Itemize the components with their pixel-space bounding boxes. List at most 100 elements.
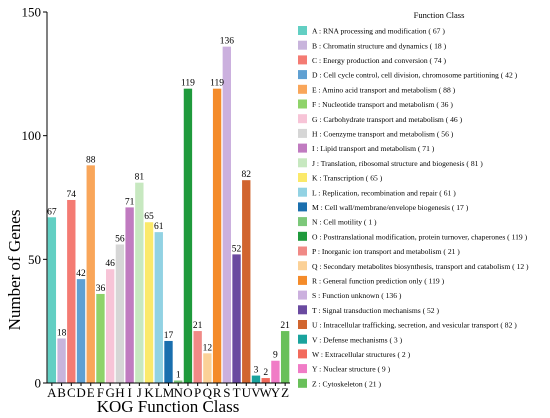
value-label-Q: 12: [203, 343, 213, 353]
x-tick-label-M: M: [163, 385, 175, 400]
y-tick-label: 0: [35, 376, 42, 391]
value-label-C: 74: [67, 190, 77, 200]
value-label-N: 1: [176, 371, 181, 381]
legend-swatch-F: [298, 99, 307, 109]
x-tick-label-C: C: [67, 385, 76, 400]
legend-label-U: U : Intracellular trafficking, secretion…: [312, 321, 517, 330]
bar-W: [261, 378, 270, 383]
x-tick-label-R: R: [213, 385, 222, 400]
legend-label-L: L : Replication, recombination and repai…: [312, 188, 456, 197]
value-label-J: 81: [135, 173, 145, 183]
bar-Q: [203, 353, 212, 383]
legend-swatch-G: [298, 114, 307, 124]
legend-label-F: F : Nucleotide transport and metabolism …: [312, 100, 453, 109]
y-tick-label: 100: [22, 128, 42, 143]
legend-label-C: C : Energy production and conversion ( 7…: [312, 56, 446, 65]
bar-O: [183, 88, 193, 383]
bar-F: [96, 293, 105, 383]
legend-label-Z: Z : Cytoskeleton ( 21 ): [312, 379, 381, 388]
x-tick-label-P: P: [194, 385, 201, 400]
legend-swatch-V: [298, 334, 307, 344]
bar-D: [76, 279, 86, 383]
x-tick-label-O: O: [183, 385, 192, 400]
legend-label-B: B : Chromatin structure and dynamics ( 1…: [312, 41, 447, 50]
legend-swatch-H: [298, 128, 307, 138]
value-label-A: 67: [47, 207, 57, 217]
bar-S: [222, 46, 231, 383]
bar-K: [144, 222, 154, 383]
value-label-G: 46: [105, 259, 115, 269]
value-label-U: 82: [242, 170, 252, 180]
bar-V: [251, 375, 261, 383]
bar-I: [125, 207, 134, 383]
x-tick-label-V: V: [251, 385, 261, 400]
legend-swatch-A: [298, 26, 307, 35]
legend-label-J: J : Translation, ribosomal structure and…: [312, 159, 483, 168]
bar-J: [135, 182, 144, 383]
legend: A : RNA processing and modification ( 67…: [298, 26, 529, 388]
legend-swatch-P: [298, 246, 307, 256]
legend-swatch-D: [298, 70, 307, 80]
legend-label-S: S : Function unknown ( 136 ): [312, 291, 402, 300]
bar-N: [174, 380, 183, 383]
bar-Z: [280, 331, 290, 383]
value-label-Z: 21: [280, 321, 290, 331]
legend-swatch-R: [298, 275, 307, 285]
x-tick-label-I: I: [127, 385, 131, 400]
bar-Y: [271, 360, 280, 383]
x-tick-label-D: D: [76, 385, 85, 400]
bar-E: [86, 165, 95, 383]
bars-group: [47, 46, 290, 383]
legend-swatch-C: [298, 55, 307, 65]
value-label-D: 42: [76, 269, 86, 279]
bar-R: [212, 88, 222, 383]
value-label-T: 52: [232, 244, 242, 254]
value-label-K: 65: [144, 212, 154, 222]
legend-label-K: K : Transcription ( 65 ): [312, 174, 383, 183]
value-label-H: 56: [115, 234, 125, 244]
x-axis: A B C D E F G H I J K L M N O P Q R S T U VWY Z: [47, 382, 290, 400]
legend-swatch-U: [298, 320, 307, 329]
legend-swatch-I: [298, 143, 307, 153]
x-tick-label-B: B: [57, 385, 66, 400]
value-label-Y: 9: [273, 351, 278, 361]
bar-T: [232, 254, 241, 383]
value-label-W: 2: [263, 368, 268, 378]
value-label-O: 119: [181, 79, 195, 89]
x-tick-label-N: N: [174, 385, 184, 400]
x-tick-label-F: F: [97, 385, 104, 400]
x-tick-label-Q: Q: [203, 385, 213, 400]
bar-B: [57, 338, 66, 383]
value-label-I: 71: [125, 197, 135, 207]
bar-C: [67, 199, 76, 383]
x-tick-label-U: U: [242, 385, 252, 400]
legend-label-E: E : Amino acid transport and metabolism …: [312, 85, 456, 94]
legend-label-R: R : General function prediction only ( 1…: [312, 277, 445, 286]
legend-swatch-Q: [298, 261, 307, 271]
legend-swatch-L: [298, 187, 307, 197]
bar-U: [242, 180, 251, 383]
x-tick-label-E: E: [87, 385, 95, 400]
x-tick-label-Y: Y: [271, 385, 281, 400]
y-tick-label: 150: [22, 5, 42, 20]
value-label-R: 119: [210, 79, 224, 89]
bar-M: [164, 340, 173, 383]
legend-label-M: M : Cell wall/membrane/envelope biogenes…: [312, 203, 469, 212]
x-tick-label-S: S: [223, 385, 230, 400]
value-label-E: 88: [86, 155, 96, 165]
value-label-P: 21: [193, 321, 203, 331]
value-label-S: 136: [220, 37, 235, 47]
legend-label-I: I : Lipid transport and metabolism ( 71 …: [312, 144, 435, 153]
value-label-B: 18: [57, 328, 67, 338]
legend-label-H: H : Coenzyme transport and metabolism ( …: [312, 130, 454, 139]
bar-A: [47, 217, 57, 383]
legend-label-D: D : Cell cycle control, cell division, c…: [312, 71, 518, 80]
legend-label-G: G : Carbohydrate transport and metabolis…: [312, 115, 463, 124]
value-label-M: 17: [164, 331, 174, 341]
value-label-L: 61: [154, 222, 164, 232]
legend-swatch-T: [298, 305, 307, 315]
legend-label-O: O : Posttranslational modification, prot…: [312, 232, 528, 241]
bar-G: [106, 269, 115, 383]
